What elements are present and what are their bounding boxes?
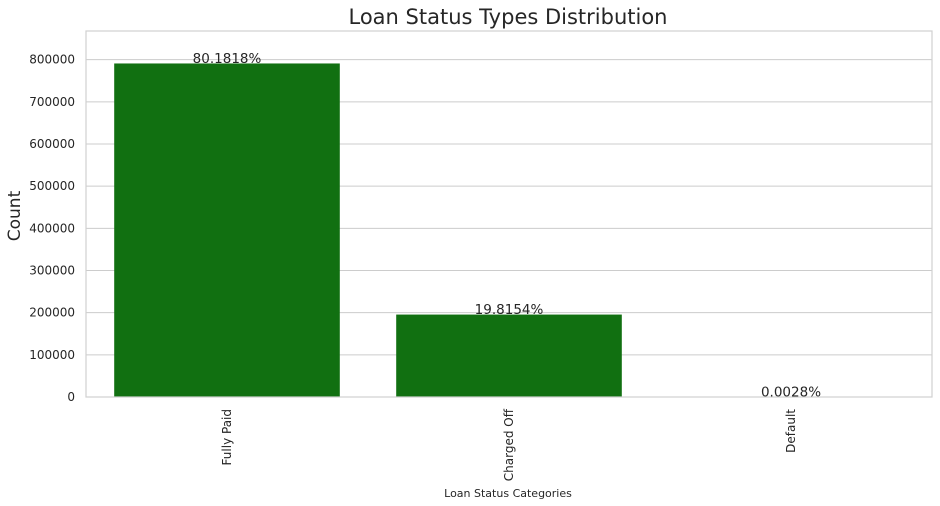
data-labels: 80.1818% 19.8154% 0.0028% [193, 51, 822, 401]
y-axis-label: Count [5, 190, 25, 241]
y-tick-label: 400000 [29, 221, 75, 235]
bar-fully-paid [114, 63, 340, 397]
y-axis-ticks: 0 100000 200000 300000 400000 500000 600000 700… [29, 53, 75, 404]
x-tick-label: Fully Paid [220, 409, 234, 465]
bars [114, 63, 904, 397]
bar-data-label: 80.1818% [193, 51, 262, 67]
axes-border [85, 30, 933, 398]
y-tick-label: 300000 [29, 264, 75, 278]
chart-title: Loan Status Types Distribution [349, 5, 668, 29]
y-tick-label: 700000 [29, 95, 75, 109]
y-tick-label: 100000 [29, 348, 75, 362]
x-tick-label: Charged Off [502, 408, 516, 481]
bar-charged-off [396, 314, 622, 397]
bar-data-label: 19.8154% [475, 302, 544, 318]
y-tick-label: 0 [67, 390, 75, 404]
y-tick-label: 500000 [29, 179, 75, 193]
y-tick-label: 200000 [29, 306, 75, 320]
y-tick-label: 600000 [29, 137, 75, 151]
x-axis-ticks: Fully Paid Charged Off Default [220, 408, 798, 481]
x-tick-label: Default [784, 409, 798, 453]
y-tick-label: 800000 [29, 53, 75, 67]
plot-frame [85, 30, 933, 398]
bar-data-label: 0.0028% [761, 384, 821, 400]
x-axis-label: Loan Status Categories [444, 487, 572, 500]
